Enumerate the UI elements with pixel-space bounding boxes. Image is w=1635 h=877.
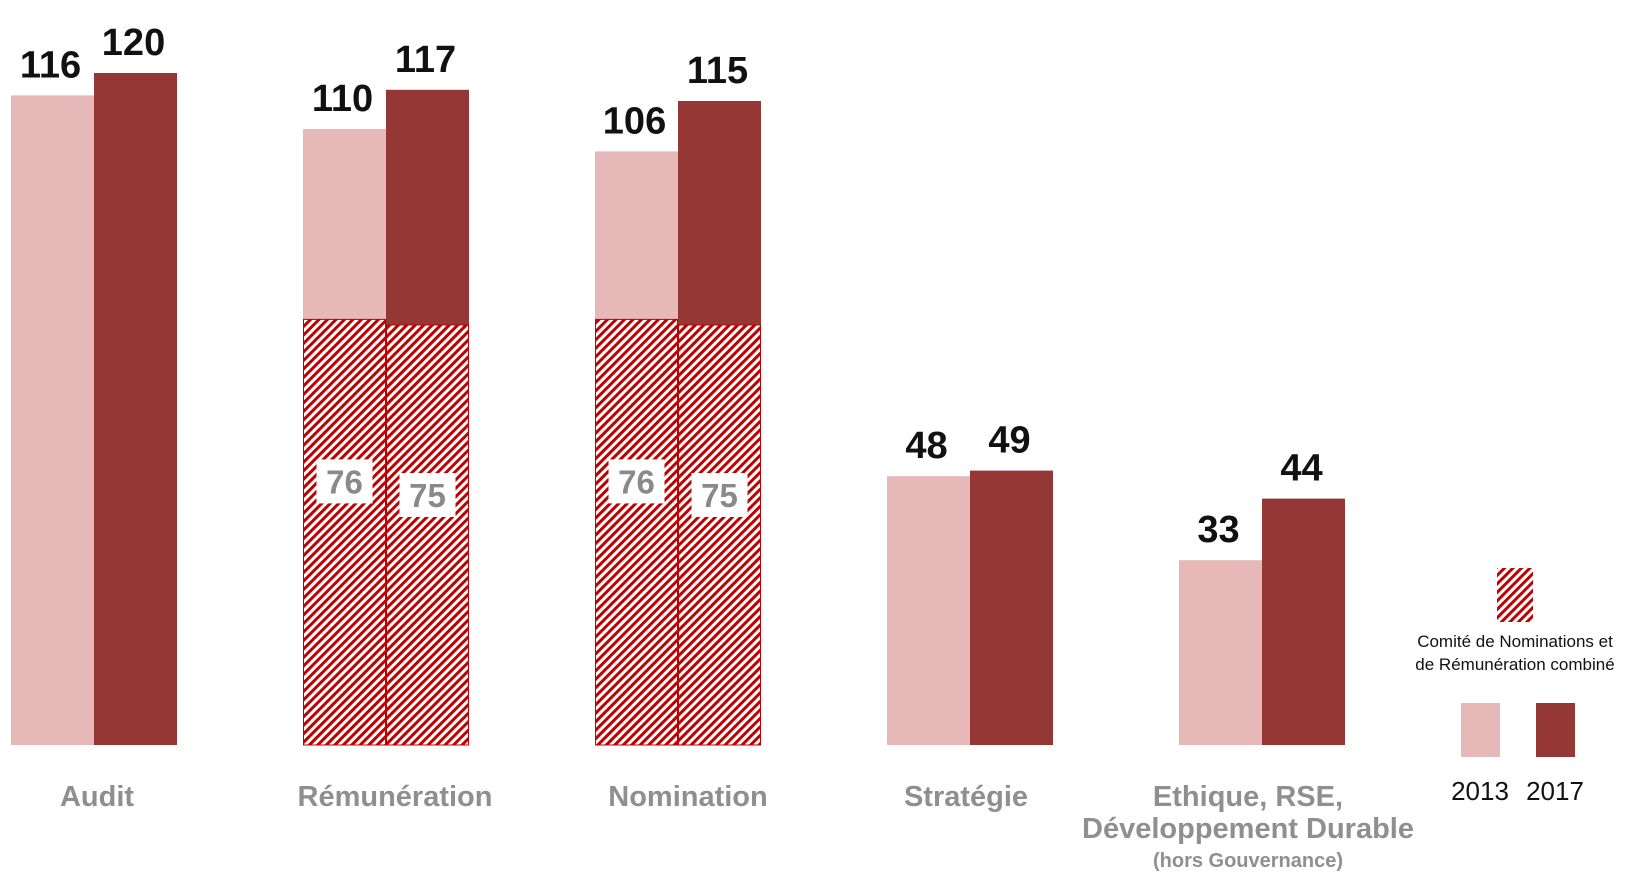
- value-label-strategie-2017: 49: [988, 420, 1030, 462]
- hatched-segment-remuneration-2017: [386, 324, 469, 746]
- legend-swatch-combined: [1497, 568, 1533, 622]
- category-label-ethique-rse-line-1: Ethique, RSE,: [1153, 781, 1343, 813]
- legend-combined-label-line-1: Comité de Nominations et: [1417, 632, 1613, 651]
- legend-label-2013: 2013: [1451, 776, 1509, 806]
- category-label-ethique-rse-line-2: Développement Durable: [1082, 813, 1414, 845]
- labels-group: 116 120 Audit 76 110 75 117 Rémunération 76 106 75…: [20, 22, 1414, 872]
- category-label-remuneration: Rémunération: [298, 781, 493, 813]
- legend: Comité de Nominations et de Rémunération …: [1415, 568, 1615, 806]
- bar-audit-2017: [94, 73, 177, 745]
- legend-swatch-2017: [1536, 703, 1575, 757]
- legend-label-2017: 2017: [1526, 776, 1584, 806]
- category-label-ethique-rse-line-3: (hors Gouvernance): [1153, 850, 1343, 872]
- value-label-nomination-2013: 106: [603, 100, 666, 142]
- value-label-remuneration-2017: 117: [395, 39, 456, 81]
- value-label-ethique-rse-2013: 33: [1197, 509, 1239, 551]
- value-label-ethique-rse-2017: 44: [1280, 448, 1322, 490]
- value-label-nomination-2017: 115: [687, 50, 748, 92]
- value-label-strategie-2013: 48: [905, 425, 947, 467]
- legend-combined-label-line-2: de Rémunération combiné: [1415, 655, 1614, 674]
- hatched-segment-remuneration-2013: [303, 318, 386, 746]
- inner-label-box-nomination-2017: [691, 473, 748, 517]
- value-label-remuneration-2013: 110: [312, 78, 373, 120]
- inner-value-label-remuneration-2017: 75: [409, 477, 446, 514]
- value-label-audit-2017: 120: [102, 22, 165, 64]
- inner-label-box-nomination-2013: [608, 459, 665, 504]
- category-label-strategie: Stratégie: [904, 781, 1028, 813]
- bar-strategie-2013: [887, 476, 970, 745]
- inner-value-label-remuneration-2013: 76: [326, 463, 363, 500]
- category-label-nomination: Nomination: [608, 781, 768, 813]
- hatched-segment-nomination-2013: [595, 318, 678, 746]
- category-label-audit: Audit: [60, 781, 134, 813]
- inner-label-box-remuneration-2017: [399, 473, 456, 517]
- bars-group: [11, 73, 1345, 746]
- legend-swatch-2013: [1461, 703, 1500, 757]
- bar-ethique-rse-2017: [1262, 498, 1345, 745]
- inner-value-label-nomination-2017: 75: [701, 477, 738, 514]
- inner-label-box-remuneration-2013: [316, 459, 373, 504]
- hatched-segment-nomination-2017: [678, 324, 761, 746]
- bar-ethique-rse-2013: [1179, 560, 1262, 745]
- bar-audit-2013: [11, 95, 94, 745]
- bar-strategie-2017: [970, 470, 1053, 745]
- inner-value-label-nomination-2013: 76: [618, 463, 655, 500]
- value-label-audit-2013: 116: [20, 44, 81, 86]
